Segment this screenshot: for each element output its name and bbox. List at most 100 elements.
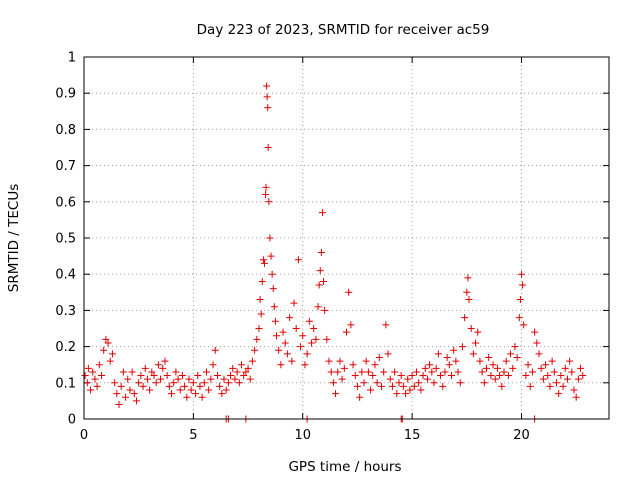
data-point: [402, 390, 410, 398]
data-point: [264, 144, 272, 151]
data-point: [119, 368, 127, 376]
data-point: [98, 372, 105, 380]
data-point: [192, 390, 200, 398]
data-point: [428, 368, 436, 376]
data-point: [310, 325, 318, 332]
data-point: [257, 310, 265, 318]
data-point: [183, 393, 191, 401]
y-tick-label: 0.5: [55, 232, 76, 247]
data-point: [143, 375, 151, 383]
data-point: [474, 328, 482, 336]
data-point: [358, 368, 366, 376]
data-point: [256, 296, 264, 304]
data-point: [441, 368, 449, 376]
data-point: [550, 368, 558, 376]
data-point: [537, 364, 545, 372]
data-point: [279, 328, 287, 336]
data-point: [439, 382, 447, 390]
data-point: [572, 393, 580, 401]
data-point: [472, 339, 480, 347]
data-point: [111, 379, 119, 387]
data-point: [369, 372, 377, 380]
data-point: [185, 375, 193, 383]
data-point: [81, 372, 89, 380]
data-point: [124, 375, 132, 383]
data-point: [380, 368, 388, 376]
data-point: [314, 303, 322, 311]
data-point: [480, 379, 488, 387]
data-point: [574, 375, 582, 383]
data-point: [364, 368, 372, 376]
data-point: [419, 372, 427, 380]
data-point: [240, 372, 248, 380]
data-point: [198, 393, 206, 401]
data-point: [393, 390, 401, 398]
data-point: [265, 198, 273, 206]
data-point: [467, 325, 475, 332]
data-point: [150, 372, 158, 380]
data-point: [235, 379, 243, 387]
data-point: [126, 386, 134, 394]
data-point: [533, 339, 541, 347]
data-point: [399, 382, 407, 390]
data-point: [570, 386, 578, 394]
data-point: [426, 361, 434, 369]
data-point: [104, 339, 112, 347]
data-point: [450, 346, 458, 354]
data-point: [277, 361, 285, 369]
data-point: [113, 390, 121, 398]
data-point: [384, 350, 392, 358]
data-point: [205, 386, 213, 394]
data-point: [100, 346, 108, 354]
data-point: [528, 368, 536, 376]
data-point: [448, 372, 455, 380]
data-point: [391, 368, 399, 376]
data-point: [434, 350, 442, 358]
y-tick-label: 0.6: [55, 195, 76, 210]
data-point: [218, 390, 226, 398]
data-point: [207, 375, 215, 383]
data-point: [269, 285, 277, 293]
data-point: [108, 350, 116, 358]
axis-ticks: 00.10.20.30.40.50.60.70.80.910 5 10 15 20: [55, 51, 609, 443]
data-point: [500, 368, 508, 376]
data-point: [253, 335, 261, 343]
data-point: [513, 353, 521, 361]
data-point: [458, 343, 466, 351]
chart-title: Day 223 of 2023, SRMTID for receiver ac5…: [197, 22, 490, 38]
data-point: [356, 393, 364, 401]
data-point: [323, 335, 331, 343]
data-point: [332, 390, 340, 398]
data-point: [157, 375, 165, 383]
data-point: [213, 372, 221, 380]
data-point: [305, 317, 313, 325]
data-point: [476, 357, 484, 365]
data-point: [469, 350, 477, 358]
data-point: [303, 350, 311, 358]
data-point: [519, 281, 527, 289]
data-point: [308, 339, 315, 347]
data-point: [483, 364, 490, 372]
data-point: [286, 314, 294, 322]
data-point: [491, 375, 499, 383]
data-point: [141, 364, 149, 372]
y-tick-label: 0.1: [55, 376, 76, 391]
data-point: [555, 390, 563, 398]
data-point: [557, 372, 565, 380]
data-point: [297, 343, 305, 351]
data-point: [579, 372, 587, 380]
data-point: [222, 386, 230, 394]
data-point: [154, 361, 162, 369]
data-point: [246, 375, 254, 383]
data-point: [329, 379, 337, 387]
data-point: [566, 357, 574, 365]
data-point: [395, 379, 403, 387]
data-point: [397, 372, 405, 380]
data-point: [248, 357, 256, 365]
data-point: [87, 386, 95, 394]
data-point: [130, 390, 138, 398]
data-point: [327, 368, 335, 376]
data-point: [176, 386, 184, 394]
data-point: [165, 382, 173, 390]
